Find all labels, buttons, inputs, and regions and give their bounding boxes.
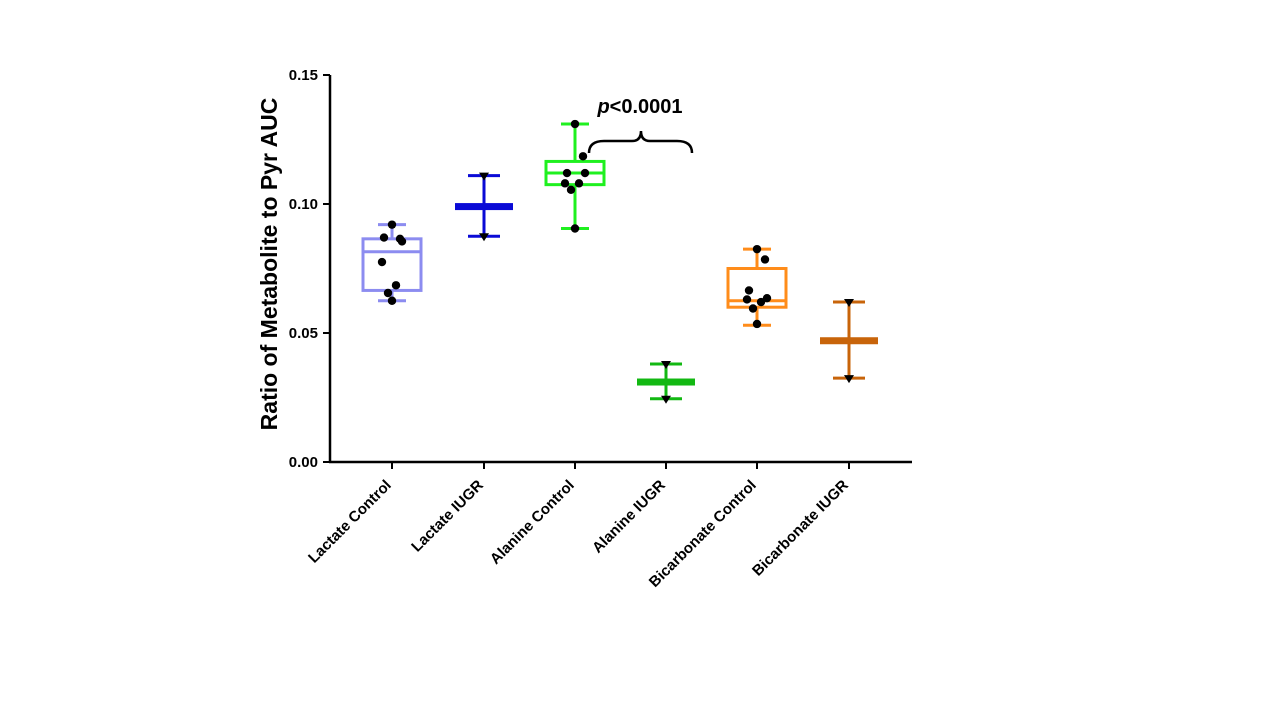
- data-point: [562, 168, 572, 178]
- data-point: [760, 255, 770, 264]
- annotation: p<0.0001: [587, 96, 694, 154]
- data-point: [391, 281, 401, 290]
- x-tick-label: Bicarbonate IUGR: [749, 477, 852, 580]
- x-tick-label: Lactate Control: [305, 477, 395, 567]
- y-tick-label: 0.10: [289, 196, 318, 213]
- data-point: [570, 119, 580, 129]
- data-point: [570, 224, 580, 233]
- group-lactate-control: [361, 220, 423, 305]
- data-point: [661, 395, 671, 404]
- data-point: [744, 286, 754, 295]
- group-alanine-iugr: [637, 360, 695, 404]
- data-point: [479, 233, 489, 242]
- p-value-text: <0.0001: [610, 96, 683, 118]
- data-point: [762, 293, 772, 303]
- y-tick-label: 0.15: [289, 67, 318, 84]
- y-axis-title: Ratio of Metabolite to Pyr AUC: [256, 98, 282, 431]
- data-point: [560, 179, 570, 188]
- data-point: [752, 244, 762, 254]
- y-tick-label: 0.05: [289, 325, 318, 342]
- y-tick-label: 0.00: [289, 454, 318, 471]
- data-point: [397, 237, 407, 246]
- x-tick-label: Alanine Control: [487, 477, 578, 568]
- data-point: [844, 375, 854, 384]
- data-point: [387, 296, 397, 305]
- group-bicarbonate-control: [726, 244, 788, 329]
- data-point: [844, 299, 854, 308]
- p-value-label: p<0.0001: [596, 96, 682, 118]
- data-point: [748, 304, 758, 313]
- data-point: [383, 288, 393, 298]
- mean-bar: [455, 203, 513, 211]
- x-tick-label: Lactate IUGR: [408, 477, 487, 556]
- p-value-letter: p: [596, 96, 609, 118]
- mean-bar: [637, 378, 695, 386]
- group-lactate-iugr: [455, 172, 513, 242]
- data-point: [661, 360, 671, 369]
- data-point: [566, 185, 576, 195]
- x-tick-label: Alanine IUGR: [589, 477, 669, 557]
- data-point: [752, 319, 762, 329]
- mean-bar: [820, 337, 878, 345]
- data-point: [387, 220, 397, 229]
- box: [361, 237, 423, 292]
- data-point: [742, 295, 752, 304]
- plot-area: [361, 119, 878, 404]
- data-point: [580, 168, 590, 178]
- box: [726, 267, 788, 309]
- data-point: [578, 152, 588, 161]
- curly-brace-icon: [587, 130, 694, 154]
- group-bicarbonate-iugr: [820, 299, 878, 384]
- data-point: [377, 257, 387, 267]
- axes: 0.00 0.05 0.10 0.15 Lactate Control Lactate I…: [289, 67, 912, 591]
- group-alanine-control: [544, 119, 606, 233]
- data-point: [379, 233, 389, 242]
- data-point: [756, 297, 766, 307]
- data-point: [574, 179, 584, 188]
- data-point: [479, 172, 489, 181]
